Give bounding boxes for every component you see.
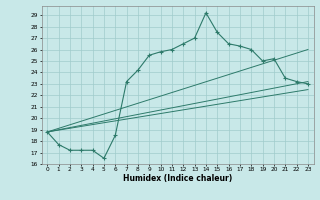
X-axis label: Humidex (Indice chaleur): Humidex (Indice chaleur) xyxy=(123,174,232,183)
